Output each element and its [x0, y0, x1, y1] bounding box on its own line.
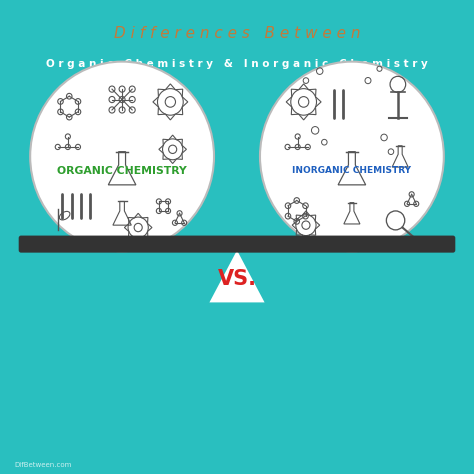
Text: VS.: VS. [218, 269, 256, 289]
Text: INORGANIC CHEMISTRY: INORGANIC CHEMISTRY [292, 166, 411, 175]
Text: D i f f e r e n c e s   B e t w e e n: D i f f e r e n c e s B e t w e e n [114, 26, 360, 41]
Circle shape [30, 62, 214, 251]
Polygon shape [210, 250, 264, 302]
FancyBboxPatch shape [18, 236, 456, 253]
Text: DifBetween.com: DifBetween.com [14, 462, 72, 467]
Text: O r g a n i c   C h e m i s t r y   &   I n o r g a n i c   C h e m i s t r y: O r g a n i c C h e m i s t r y & I n o … [46, 59, 428, 69]
Circle shape [260, 62, 444, 251]
Text: ORGANIC CHEMISTRY: ORGANIC CHEMISTRY [57, 165, 187, 176]
